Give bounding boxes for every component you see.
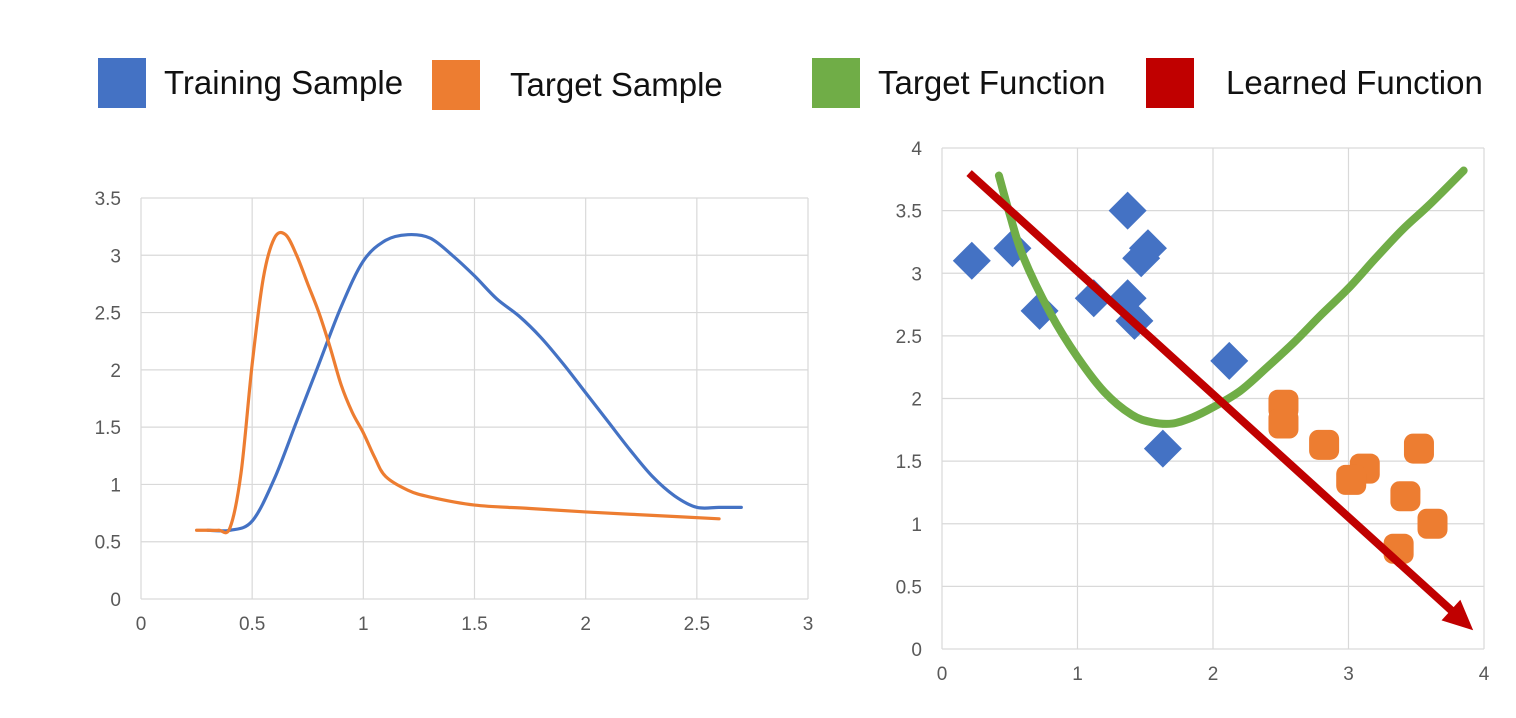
training-sample-point bbox=[1108, 191, 1147, 230]
legend-item-learned-function: Learned Function bbox=[1146, 58, 1483, 108]
left-y-tick-label: 2 bbox=[110, 361, 121, 382]
chart-legend: Training Sample Target Sample Target Fun… bbox=[0, 0, 1516, 130]
left-y-tick-label: 0 bbox=[110, 590, 121, 611]
right-x-tick-label: 0 bbox=[937, 664, 948, 685]
right-x-tick-label: 2 bbox=[1208, 664, 1219, 685]
target-sample-point bbox=[1390, 481, 1421, 512]
right-x-tick-label: 3 bbox=[1343, 664, 1354, 685]
right-y-tick-label: 2.5 bbox=[896, 327, 922, 348]
left-y-tick-label: 1.5 bbox=[95, 418, 121, 439]
right-y-tick-label: 3 bbox=[911, 264, 922, 285]
right-series bbox=[952, 166, 1474, 631]
right-y-tick-label: 1 bbox=[911, 515, 922, 536]
learned-function-arrow-line bbox=[966, 170, 1459, 618]
right-x-tick-label: 4 bbox=[1479, 664, 1490, 685]
legend-item-target-function: Target Function bbox=[812, 58, 1105, 108]
left-x-tick-label: 2.5 bbox=[684, 614, 710, 635]
legend-swatch-target-sample bbox=[432, 60, 480, 110]
legend-label-training-sample: Training Sample bbox=[164, 64, 404, 101]
density-line-chart: 0 0.5 1 1.5 2 2.5 3 0 0.5 1 1.5 2 2.5 3 3.5 bbox=[95, 189, 814, 635]
target-sample-point bbox=[1309, 429, 1340, 460]
left-y-tick-label: 1 bbox=[110, 475, 121, 496]
legend-swatch-target-function bbox=[812, 58, 860, 108]
target-sample-point bbox=[1403, 433, 1434, 464]
legend-swatch-training-sample bbox=[98, 58, 146, 108]
right-y-tick-label: 0.5 bbox=[896, 577, 922, 598]
training-sample-point bbox=[1122, 239, 1161, 278]
training-sample-point bbox=[1074, 279, 1113, 318]
left-x-tick-label: 2 bbox=[580, 614, 591, 635]
target-sample-point bbox=[1268, 408, 1299, 439]
training-sample-density-line bbox=[206, 232, 743, 533]
legend-item-training-sample: Training Sample bbox=[98, 58, 403, 108]
left-series bbox=[194, 230, 743, 535]
right-y-tick-label: 0 bbox=[911, 640, 922, 661]
legend-swatch-learned-function bbox=[1146, 58, 1194, 108]
left-x-tick-label: 1 bbox=[358, 614, 369, 635]
learned-function-arrowhead bbox=[1441, 599, 1474, 631]
training-sample-point bbox=[1210, 341, 1249, 380]
target-sample-point bbox=[1417, 508, 1448, 539]
training-sample-point bbox=[1143, 429, 1182, 468]
training-sample-point bbox=[1020, 291, 1059, 330]
left-y-tick-label: 3 bbox=[110, 246, 121, 267]
right-y-tick-label: 1.5 bbox=[896, 452, 922, 473]
target-sample-point bbox=[1336, 464, 1367, 495]
training-sample-point bbox=[952, 241, 991, 280]
legend-label-target-sample: Target Sample bbox=[510, 66, 723, 103]
right-y-tick-label: 3.5 bbox=[896, 202, 922, 223]
legend-item-target-sample: Target Sample bbox=[432, 60, 723, 110]
right-y-tick-label: 4 bbox=[911, 139, 922, 160]
left-x-tick-label: 0 bbox=[136, 614, 147, 635]
left-x-tick-label: 3 bbox=[803, 614, 814, 635]
target-function-curve bbox=[994, 166, 1468, 428]
right-x-tick-label: 1 bbox=[1072, 664, 1083, 685]
left-y-tick-label: 2.5 bbox=[95, 304, 121, 325]
legend-label-target-function: Target Function bbox=[878, 64, 1106, 101]
left-x-tick-label: 0.5 bbox=[239, 614, 265, 635]
left-y-tick-label: 0.5 bbox=[95, 533, 121, 554]
left-y-tick-label: 3.5 bbox=[95, 189, 121, 210]
right-y-tick-label: 2 bbox=[911, 390, 922, 411]
legend-label-learned-function: Learned Function bbox=[1226, 64, 1483, 101]
right-axis-labels: 0 1 2 3 4 0 0.5 1 1.5 2 2.5 3 3.5 4 bbox=[896, 139, 1490, 685]
left-x-tick-label: 1.5 bbox=[461, 614, 487, 635]
target-sample-density-line bbox=[194, 230, 721, 535]
left-axis-labels: 0 0.5 1 1.5 2 2.5 3 0 0.5 1 1.5 2 2.5 3 3.5 bbox=[95, 189, 814, 635]
regression-scatter-chart: 0 1 2 3 4 0 0.5 1 1.5 2 2.5 3 3.5 4 bbox=[896, 139, 1490, 685]
